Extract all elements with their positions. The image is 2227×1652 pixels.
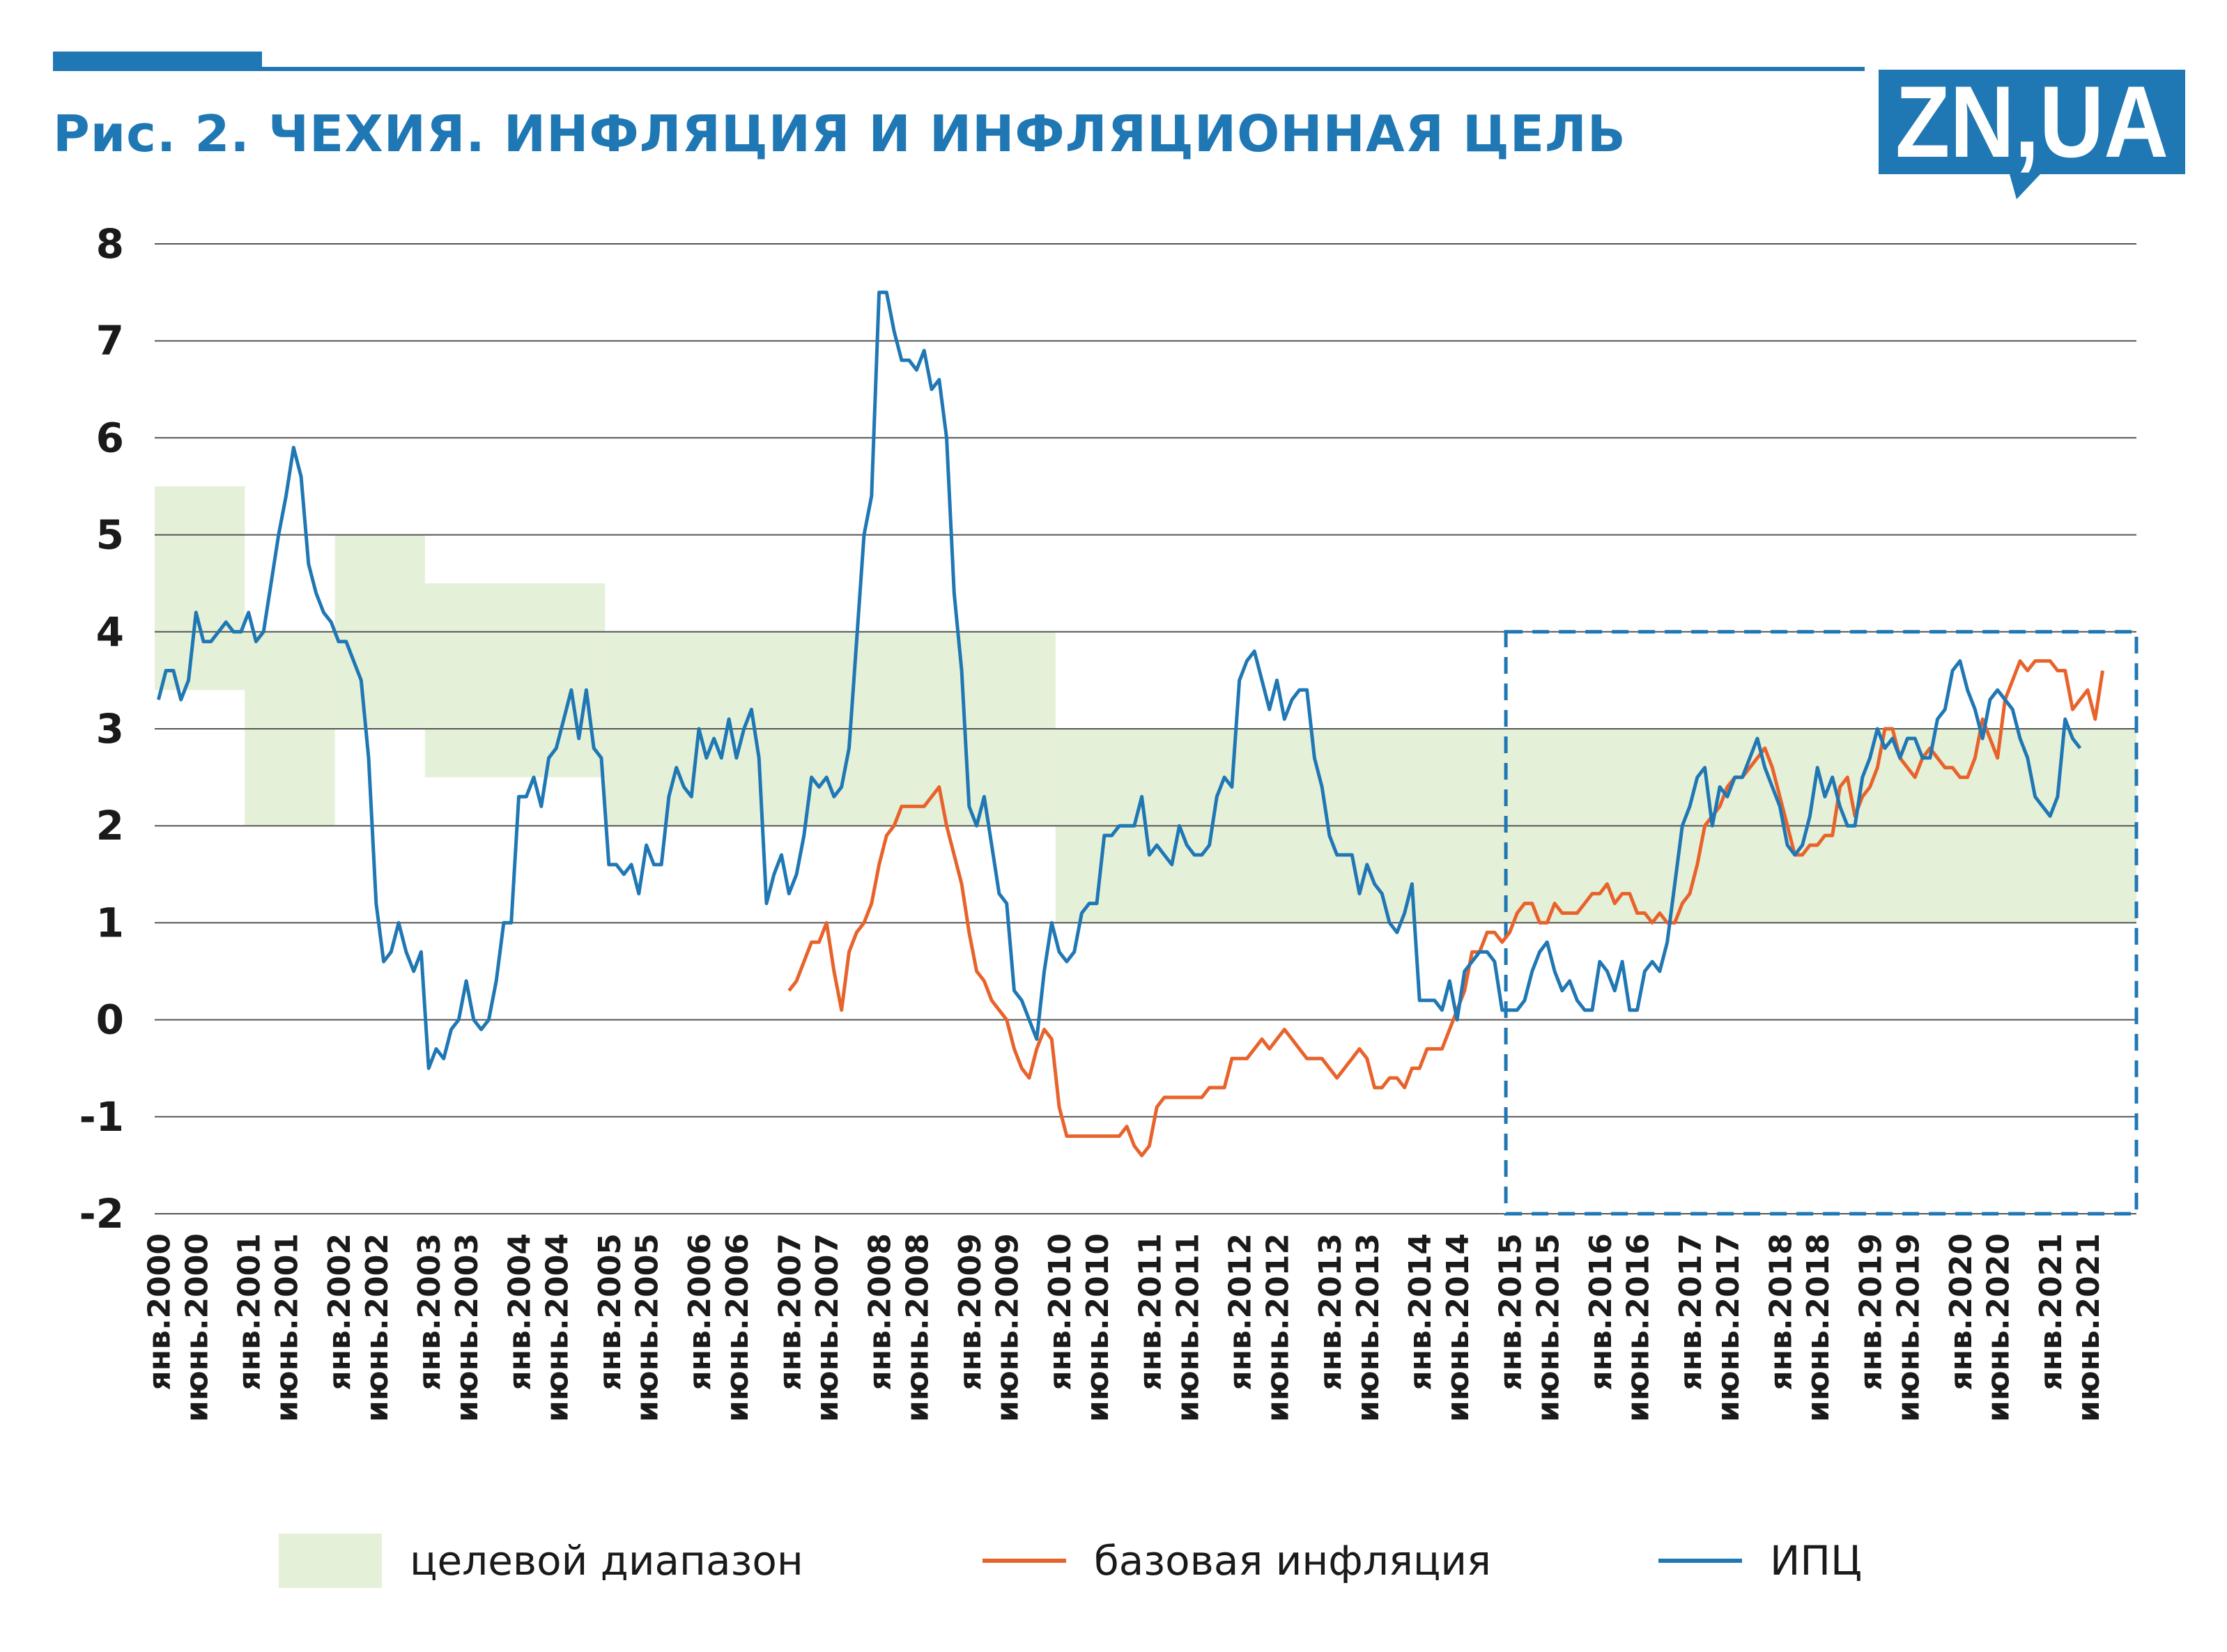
x-tick-label: янв.2019 [1854,1233,1889,1391]
x-tick-label: июнь.2016 [1621,1233,1656,1422]
header-rule [262,67,1865,71]
x-tick-label: июнь.2012 [1261,1233,1296,1422]
x-tick-label: июнь.2009 [990,1233,1026,1422]
x-tick-label: июнь.2017 [1711,1233,1746,1422]
x-tick-label: янв.2003 [412,1233,447,1391]
x-tick-label: янв.2009 [953,1233,988,1391]
x-tick-label: янв.2011 [1132,1233,1168,1391]
x-tick-label: янв.2004 [502,1233,537,1391]
series-layer [156,291,2104,1157]
x-tick-label: янв.2016 [1583,1233,1619,1391]
x-tick-label: июнь.2008 [900,1233,935,1422]
chart-title: Рис. 2. ЧЕХИЯ. ИНФЛЯЦИЯ И ИНФЛЯЦИОННАЯ Ц… [53,105,1626,163]
x-tick-label: янв.2013 [1313,1233,1348,1391]
target-band-segment-1 [155,486,245,690]
header-accent-bar [53,52,262,71]
x-tick-label: янв.2001 [232,1233,268,1391]
y-tick-label: 1 [96,899,124,946]
x-tick-label: янв.2000 [141,1233,177,1391]
grid-layer [155,243,2136,1214]
x-tick-label: янв.2006 [682,1233,718,1391]
x-tick-label: июнь.2003 [449,1233,485,1422]
x-tick-label: янв.2021 [2033,1233,2069,1391]
x-tick-label: июнь.2005 [630,1233,665,1422]
legend-label-cpi: ИПЦ [1770,1537,1863,1584]
y-tick-label: 0 [96,996,124,1044]
y-tick-label: 7 [96,317,124,364]
x-tick-label: янв.2002 [322,1233,357,1391]
legend-label-core: базовая инфляция [1094,1537,1491,1584]
zn-ua-logo: ZN,UA [1879,70,2185,199]
x-tick-label: янв.2020 [1943,1233,1979,1391]
logo-text: ZN,UA [1895,70,2168,178]
x-tick-label: янв.2008 [863,1233,898,1391]
x-tick-label: июнь.2000 [179,1233,215,1422]
x-tick-label: янв.2012 [1223,1233,1258,1391]
x-tick-label: янв.2015 [1493,1233,1528,1391]
x-tick-label: янв.2014 [1403,1233,1438,1391]
legend: целевой диапазон базовая инфляция ИПЦ [279,1533,1951,1589]
x-tick-label: янв.2018 [1763,1233,1798,1391]
y-tick-label: 2 [96,802,124,849]
y-tick-label: 4 [96,608,124,656]
legend-swatch-target [279,1534,382,1588]
x-tick-label: янв.2017 [1673,1233,1709,1391]
x-tick-label: июнь.2002 [360,1233,395,1422]
x-tick-label: июнь.2013 [1350,1233,1386,1422]
legend-item-cpi: ИПЦ [1658,1533,1862,1589]
x-tick-labels: янв.2000 июнь.2000 янв.2001 июнь.2001 янв.20… [141,1233,2106,1422]
y-tick-label: -1 [79,1093,124,1141]
x-tick-label: июнь.2001 [270,1233,305,1422]
legend-label-target: целевой диапазон [410,1537,803,1584]
x-tick-label: июнь.2019 [1890,1233,1926,1422]
x-tick-label: июнь.2004 [539,1233,575,1422]
x-tick-label: июнь.2007 [810,1233,845,1422]
series-line-cpi [156,291,2082,1070]
legend-item-core: базовая инфляция [982,1533,1491,1589]
x-tick-label: июнь.2018 [1801,1233,1836,1422]
target-band-layer [155,486,2136,923]
x-tick-label: июнь.2015 [1530,1233,1566,1422]
x-tick-label: июнь.2020 [1981,1233,2017,1422]
y-tick-labels: 8 7 6 5 4 3 2 1 0 -1 -2 [79,220,124,1237]
x-tick-label: янв.2010 [1042,1233,1078,1391]
x-tick-label: янв.2007 [772,1233,808,1391]
y-tick-label: -2 [79,1190,124,1237]
legend-swatch-core [982,1559,1066,1563]
highlight-box-layer [1504,630,2139,1216]
y-tick-label: 6 [96,414,124,461]
x-tick-label: июнь.2014 [1440,1233,1476,1422]
x-tick-label: июнь.2021 [2071,1233,2106,1422]
legend-item-target: целевой диапазон [279,1533,803,1589]
y-tick-label: 8 [96,220,124,268]
y-tick-label: 3 [96,705,124,752]
x-tick-label: июнь.2010 [1080,1233,1116,1422]
x-tick-label: июнь.2006 [720,1233,755,1422]
y-tick-label: 5 [96,511,124,559]
series-line-core [787,659,2104,1157]
x-tick-label: янв.2005 [592,1233,628,1391]
highlight-box [1504,630,2139,1216]
x-tick-label: июнь.2011 [1170,1233,1205,1422]
legend-swatch-cpi [1658,1559,1742,1563]
target-band-segment-4 [424,583,606,778]
